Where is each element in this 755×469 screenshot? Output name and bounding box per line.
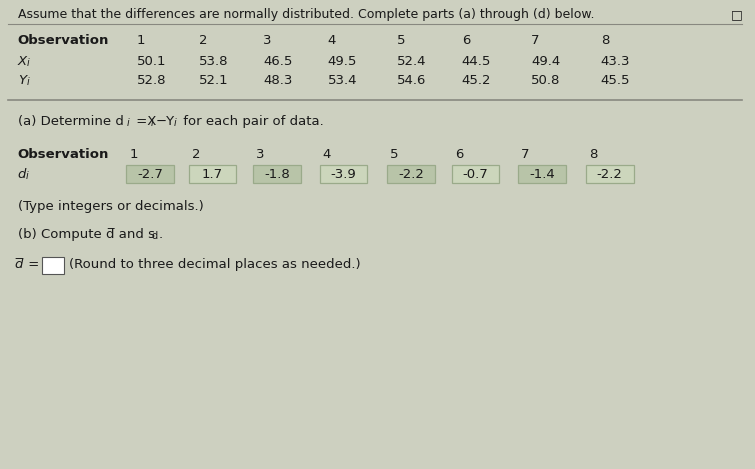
Text: 1.7: 1.7 [202, 167, 223, 181]
Text: 5: 5 [390, 148, 399, 161]
Text: 50.1: 50.1 [137, 55, 167, 68]
Text: (a) Determine d: (a) Determine d [18, 115, 124, 128]
Text: -3.9: -3.9 [331, 167, 356, 181]
Text: .: . [159, 228, 163, 241]
Text: □: □ [731, 8, 743, 21]
Text: 3: 3 [256, 148, 265, 161]
Text: 6: 6 [455, 148, 463, 161]
Text: i: i [174, 118, 177, 128]
Text: 49.5: 49.5 [328, 55, 357, 68]
Text: 6: 6 [462, 34, 470, 47]
Text: (Type integers or decimals.): (Type integers or decimals.) [18, 200, 204, 213]
Text: 48.3: 48.3 [263, 74, 292, 87]
Text: (Round to three decimal places as needed.): (Round to three decimal places as needed… [69, 258, 360, 271]
Text: 45.2: 45.2 [462, 74, 492, 87]
Text: i: i [127, 118, 130, 128]
Text: −Y: −Y [156, 115, 175, 128]
Text: (b) Compute d̅ and s: (b) Compute d̅ and s [18, 228, 155, 241]
Text: 7: 7 [532, 34, 540, 47]
Text: 46.5: 46.5 [263, 55, 292, 68]
Text: 2: 2 [199, 34, 207, 47]
Text: i: i [151, 118, 154, 128]
Text: 2: 2 [192, 148, 200, 161]
Text: 4: 4 [322, 148, 331, 161]
Text: 8: 8 [601, 34, 609, 47]
Text: -2.7: -2.7 [137, 167, 163, 181]
Text: -1.8: -1.8 [264, 167, 290, 181]
Text: i: i [27, 58, 29, 68]
Text: 43.3: 43.3 [601, 55, 630, 68]
Text: 49.4: 49.4 [532, 55, 560, 68]
Text: -2.2: -2.2 [596, 167, 623, 181]
Text: =: = [24, 258, 39, 271]
Text: 53.4: 53.4 [328, 74, 357, 87]
Text: =X: =X [132, 115, 156, 128]
Text: 52.8: 52.8 [137, 74, 167, 87]
Text: 1: 1 [129, 148, 137, 161]
Text: 53.8: 53.8 [199, 55, 228, 68]
Text: -0.7: -0.7 [463, 167, 488, 181]
Text: 50.8: 50.8 [532, 74, 561, 87]
Text: Observation: Observation [18, 34, 109, 47]
Text: Y: Y [18, 74, 26, 87]
Bar [586, 165, 633, 183]
Text: Assume that the differences are normally distributed. Complete parts (a) through: Assume that the differences are normally… [18, 8, 594, 21]
Text: d: d [18, 168, 26, 181]
Text: 1: 1 [137, 34, 146, 47]
Text: 44.5: 44.5 [462, 55, 491, 68]
Bar [189, 165, 236, 183]
Text: -1.4: -1.4 [529, 167, 555, 181]
Bar [253, 165, 300, 183]
Bar [451, 165, 500, 183]
Text: 7: 7 [521, 148, 530, 161]
Text: X: X [18, 55, 27, 68]
Text: d: d [152, 231, 158, 241]
Text: -2.2: -2.2 [398, 167, 424, 181]
Text: 4: 4 [328, 34, 336, 47]
Text: 5: 5 [397, 34, 405, 47]
Text: 3: 3 [263, 34, 272, 47]
Text: 52.4: 52.4 [397, 55, 427, 68]
Text: for each pair of data.: for each pair of data. [179, 115, 323, 128]
Text: d̅: d̅ [14, 258, 23, 271]
Text: 54.6: 54.6 [397, 74, 427, 87]
Bar [126, 165, 174, 183]
Text: i: i [27, 77, 29, 87]
Text: 52.1: 52.1 [199, 74, 228, 87]
Bar [519, 165, 566, 183]
Text: 45.5: 45.5 [601, 74, 630, 87]
Text: i: i [26, 171, 29, 181]
Bar [387, 165, 435, 183]
Bar [319, 165, 368, 183]
Bar [42, 257, 63, 274]
Text: 8: 8 [589, 148, 597, 161]
Text: Observation: Observation [18, 148, 109, 161]
